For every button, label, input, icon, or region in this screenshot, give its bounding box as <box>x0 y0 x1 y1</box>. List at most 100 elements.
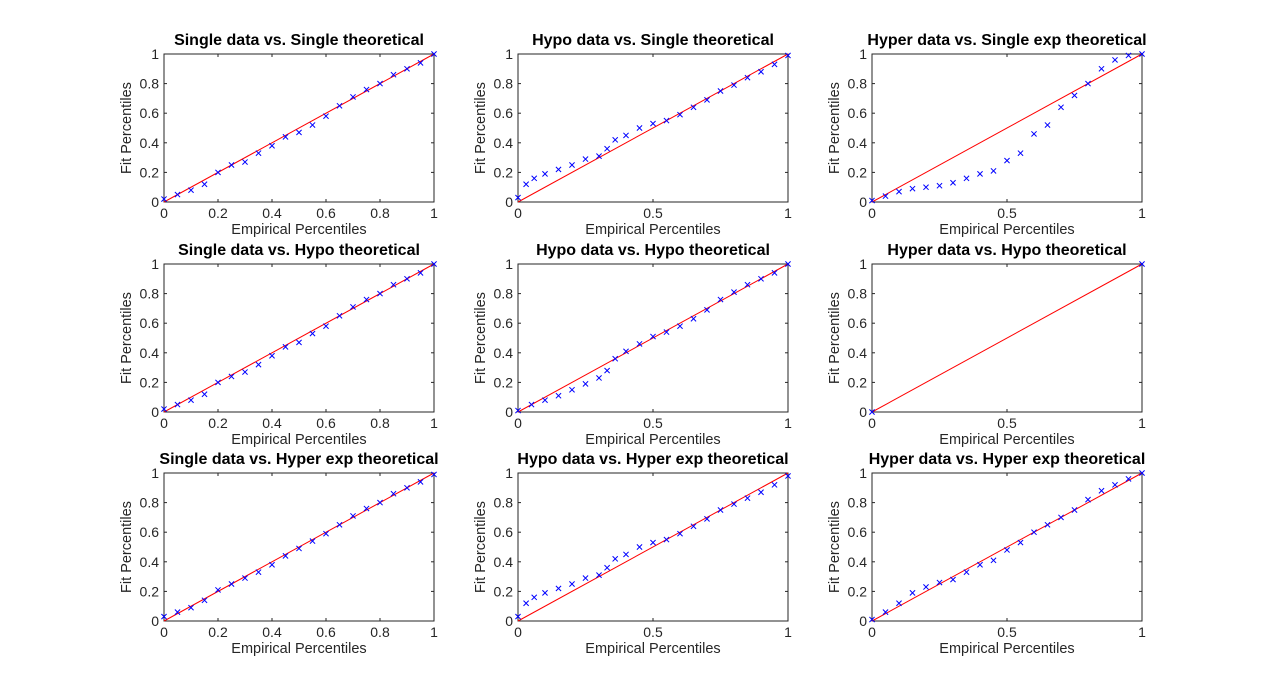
data-point <box>390 71 397 78</box>
data-point <box>612 136 619 143</box>
data-point <box>704 515 710 522</box>
x-axis-label: Empirical Percentiles <box>585 641 720 657</box>
data-point <box>1139 470 1145 476</box>
data-point <box>950 576 956 583</box>
y-tick-label: 0.6 <box>140 524 160 540</box>
data-point <box>417 59 424 66</box>
y-tick-label: 0.4 <box>494 345 514 361</box>
data-point <box>242 369 248 375</box>
y-tick-label: 0.2 <box>848 583 868 599</box>
x-tick-label: 0 <box>160 624 168 640</box>
y-tick-label: 0 <box>505 194 513 210</box>
data-point <box>228 162 235 168</box>
data-point <box>963 569 970 576</box>
data-point <box>663 117 670 124</box>
data-point <box>555 585 562 592</box>
data-point <box>417 478 424 485</box>
data-point <box>282 552 289 559</box>
data-point <box>1139 51 1145 57</box>
data-point <box>896 188 902 195</box>
data-point <box>569 162 575 168</box>
data-point <box>555 392 562 399</box>
data-point <box>636 125 643 131</box>
y-tick-label: 0.8 <box>494 495 514 511</box>
y-tick-label: 0.4 <box>140 135 160 151</box>
y-tick-label: 0.4 <box>848 135 868 151</box>
data-point <box>336 521 343 528</box>
y-tick-label: 0.2 <box>494 374 514 390</box>
data-point <box>704 306 710 313</box>
data-point <box>1071 92 1078 99</box>
data-point <box>390 490 397 497</box>
data-point <box>963 175 970 182</box>
data-point <box>1044 122 1051 128</box>
data-point <box>1098 487 1105 494</box>
data-point <box>936 579 943 586</box>
y-tick-label: 0.4 <box>848 554 868 570</box>
x-tick-label: 0.5 <box>997 205 1017 221</box>
y-tick-label: 1 <box>151 465 159 481</box>
x-tick-label: 0.5 <box>997 415 1017 431</box>
y-tick-label: 0.6 <box>848 524 868 540</box>
y-tick-label: 0 <box>859 404 867 420</box>
x-tick-label: 0 <box>868 624 876 640</box>
data-point <box>731 501 737 508</box>
y-axis-label: Fit Percentiles <box>827 501 843 593</box>
data-point <box>542 397 548 404</box>
reference-line <box>163 53 435 203</box>
data-point <box>717 507 724 513</box>
x-tick-label: 0 <box>868 415 876 431</box>
y-tick-label: 0.6 <box>494 315 514 331</box>
y-axis-label: Fit Percentiles <box>827 292 843 384</box>
data-point <box>323 530 329 537</box>
x-tick-label: 0.6 <box>316 205 336 221</box>
y-tick-label: 0 <box>151 613 159 629</box>
data-point <box>309 122 316 128</box>
y-tick-label: 0.4 <box>494 135 514 151</box>
y-tick-label: 0.6 <box>848 105 868 121</box>
data-point <box>431 471 437 478</box>
x-tick-label: 0.8 <box>370 624 390 640</box>
y-tick-label: 1 <box>859 256 867 272</box>
data-point <box>404 484 410 491</box>
data-point <box>882 609 889 616</box>
y-tick-label: 0 <box>859 194 867 210</box>
y-tick-label: 0.6 <box>494 105 514 121</box>
data-point <box>623 348 629 355</box>
y-tick-label: 0.4 <box>140 554 160 570</box>
data-point <box>1017 150 1024 157</box>
x-axis-label: Empirical Percentiles <box>231 222 366 238</box>
x-axis-label: Empirical Percentiles <box>585 222 720 238</box>
data-point <box>215 586 221 593</box>
y-axis-label: Fit Percentiles <box>119 501 135 593</box>
reference-line <box>517 263 789 413</box>
x-tick-label: 1 <box>430 624 438 640</box>
y-axis-label: Fit Percentiles <box>119 82 135 174</box>
data-point <box>744 74 751 81</box>
y-tick-label: 1 <box>859 465 867 481</box>
data-point <box>758 489 764 496</box>
data-point <box>582 156 589 163</box>
x-tick-label: 0.2 <box>208 205 228 221</box>
data-point <box>515 407 521 414</box>
data-point <box>404 65 410 72</box>
data-point <box>515 613 521 620</box>
data-point <box>228 581 235 587</box>
data-point <box>363 505 370 512</box>
data-point <box>404 275 410 282</box>
data-point <box>309 538 316 545</box>
data-point <box>431 51 437 57</box>
data-point <box>188 604 194 611</box>
x-axis-label: Empirical Percentiles <box>939 432 1074 448</box>
subplot-5: 0 0.5 1 0 0.2 0.4 0.6 0.8 1 Hypo data vs. Hypo th… <box>473 242 792 448</box>
data-point <box>690 104 697 111</box>
data-point <box>161 196 167 202</box>
x-tick-label: 1 <box>784 624 792 640</box>
x-tick-label: 1 <box>784 205 792 221</box>
x-tick-label: 0.5 <box>643 205 663 221</box>
y-axis-label: Fit Percentiles <box>473 292 489 384</box>
data-point <box>309 330 316 337</box>
y-tick-label: 0.8 <box>848 76 868 92</box>
